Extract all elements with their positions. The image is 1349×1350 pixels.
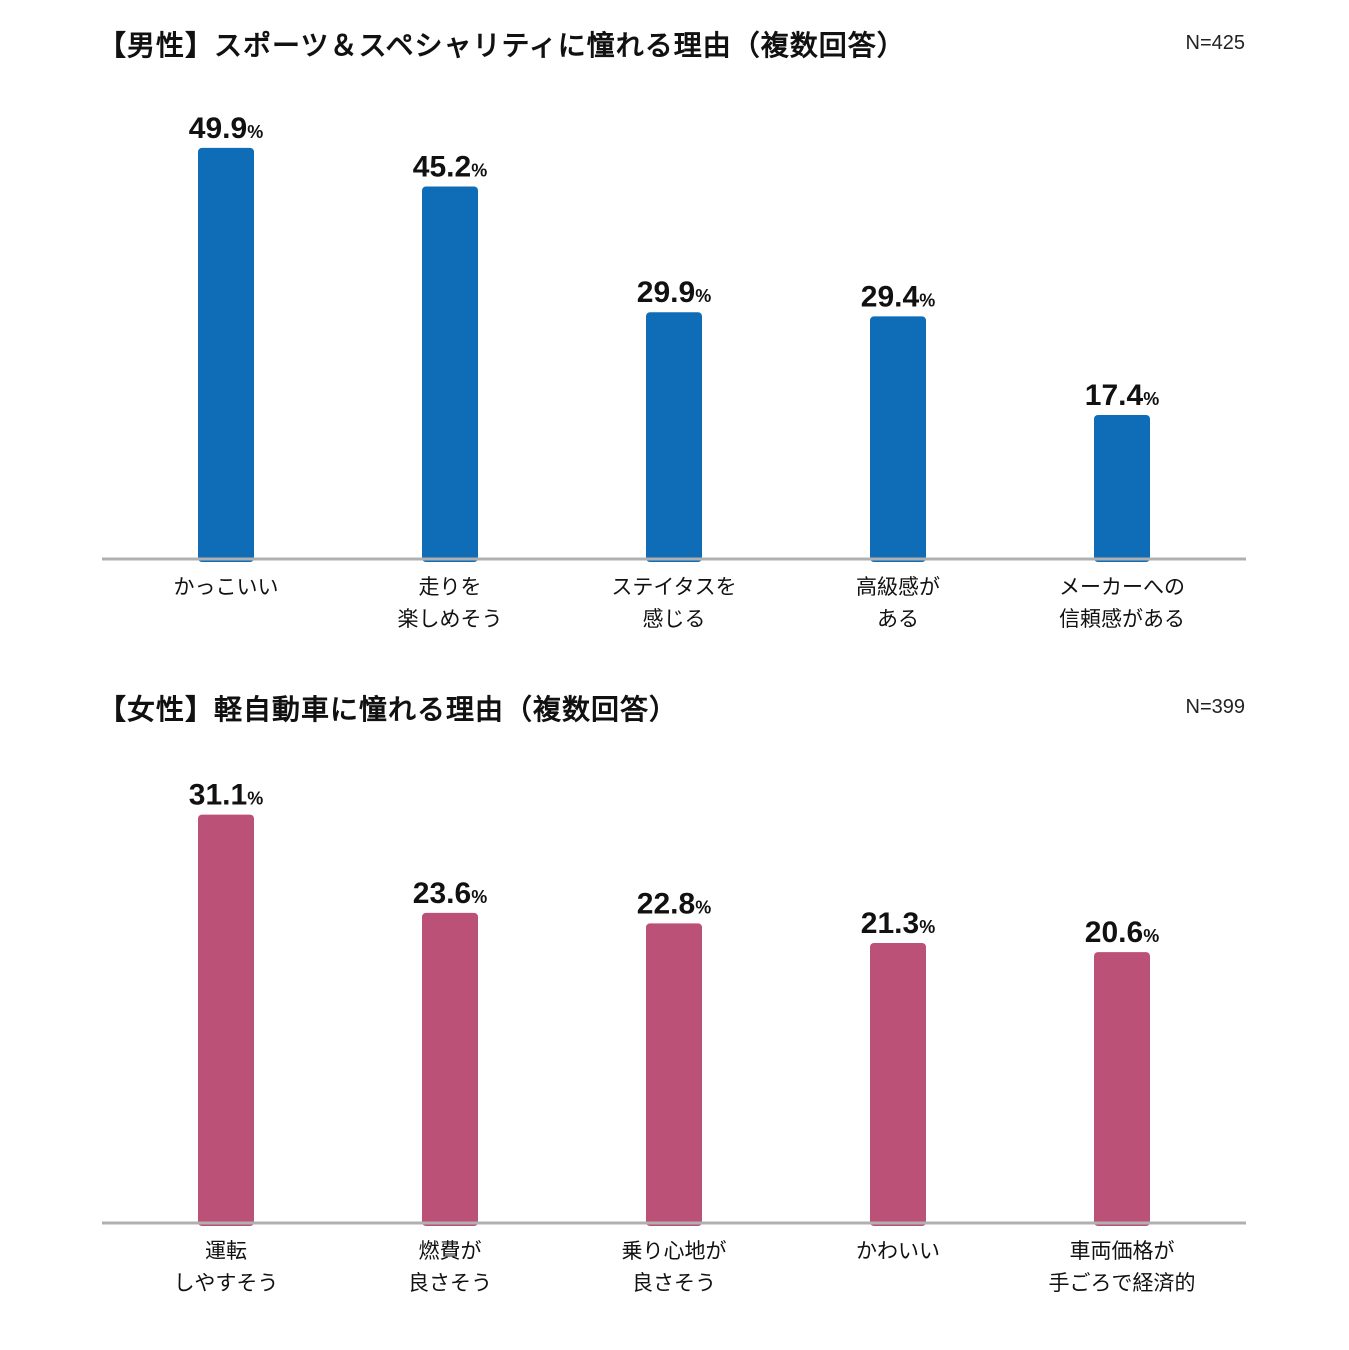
category-label: メーカーへの信頼感がある (1059, 575, 1185, 631)
female-bar-chart: 31.1% 運転しやすそう 23.6% 燃費が良さそう 22.8% 乗り心地が良さそう 21… (102, 779, 1246, 1295)
data-label: 17.4% (1085, 379, 1159, 412)
category-label: かっこいい (174, 575, 279, 599)
bar (1094, 414, 1150, 562)
sample-size-label: N=399 (1185, 696, 1246, 718)
male-chart: 【男性】スポーツ＆スペシャリティに憧れる理由（複数回答） N=425 49.9%… (0, 0, 1349, 660)
sample-size-label: N=425 (1185, 32, 1246, 54)
data-label: 31.1% (189, 779, 263, 812)
bar (422, 186, 478, 562)
bar (1094, 952, 1150, 1226)
chart-title: 【男性】スポーツ＆スペシャリティに憧れる理由（複数回答） (98, 29, 906, 62)
category-label: 燃費が良さそう (408, 1239, 492, 1295)
bar (422, 912, 478, 1226)
data-label: 20.6% (1085, 916, 1159, 949)
bar (646, 923, 702, 1226)
female-chart: 【女性】軽自動車に憧れる理由（複数回答） N=399 31.1% 運転しやすそう 2… (0, 664, 1349, 1350)
data-label: 29.4% (861, 280, 935, 313)
category-label: 乗り心地が良さそう (622, 1239, 727, 1295)
data-label: 21.3% (861, 907, 935, 940)
data-label: 23.6% (413, 877, 487, 910)
category-label: かわいい (856, 1239, 940, 1263)
category-label: 運転しやすそう (174, 1239, 279, 1295)
category-label: 走りを楽しめそう (398, 575, 503, 631)
male-bar-chart: 49.9% かっこいい 45.2% 走りを楽しめそう 29.9% ステイタスを感じる 29.… (102, 112, 1246, 631)
category-label: 高級感がある (856, 575, 940, 631)
bar (198, 147, 254, 562)
bar (870, 316, 926, 562)
bar (198, 814, 254, 1226)
bar (646, 312, 702, 562)
category-label: ステイタスを感じる (611, 575, 736, 631)
data-label: 45.2% (413, 150, 487, 183)
data-label: 49.9% (189, 112, 263, 145)
chart-title: 【女性】軽自動車に憧れる理由（複数回答） (98, 693, 679, 726)
data-label: 29.9% (637, 276, 711, 309)
category-label: 車両価格が手ごろで経済的 (1049, 1239, 1196, 1295)
data-label: 22.8% (637, 887, 711, 920)
bar (870, 942, 926, 1226)
